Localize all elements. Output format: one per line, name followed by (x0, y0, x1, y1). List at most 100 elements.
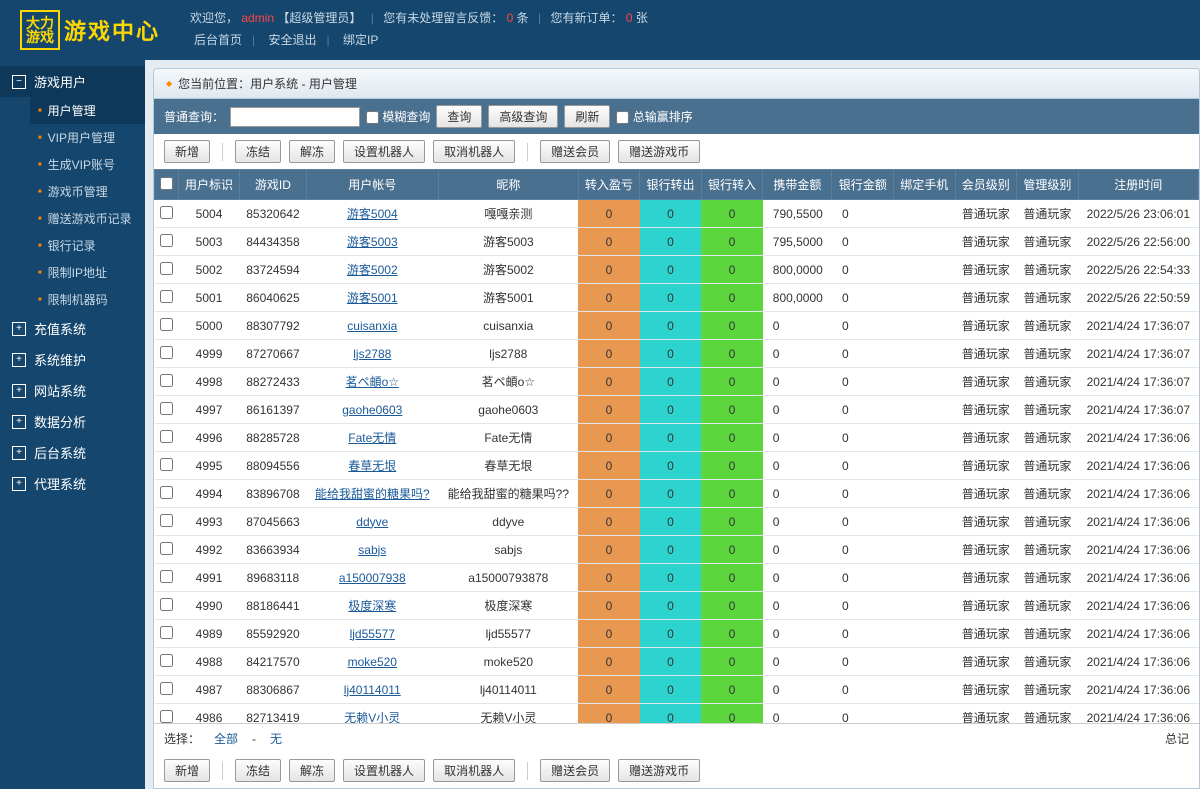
nav-group[interactable]: +后台系统 (0, 437, 145, 468)
cell-in: 0 (701, 228, 763, 256)
fuzzy-checkbox[interactable] (366, 111, 379, 124)
cell-al: 普通玩家 (1017, 228, 1079, 256)
nav-group[interactable]: −游戏用户 (0, 66, 145, 97)
row-checkbox[interactable] (160, 318, 173, 331)
nav-group[interactable]: +数据分析 (0, 406, 145, 437)
account-link[interactable]: 春草无垠 (348, 459, 396, 473)
column-header[interactable]: 银行转出 (640, 170, 702, 200)
column-header[interactable]: 游戏ID (240, 170, 306, 200)
nav-group[interactable]: +网站系统 (0, 375, 145, 406)
row-checkbox[interactable] (160, 570, 173, 583)
account-link[interactable]: ljd55577 (350, 627, 395, 641)
row-checkbox[interactable] (160, 262, 173, 275)
account-link[interactable]: 游客5002 (347, 263, 398, 277)
freeze-button-2[interactable]: 冻结 (235, 759, 281, 782)
unsetbot-button-2[interactable]: 取消机器人 (433, 759, 515, 782)
account-link[interactable]: 无赖V小灵 (344, 711, 400, 723)
row-checkbox[interactable] (160, 654, 173, 667)
select-none[interactable]: 无 (270, 730, 282, 747)
refresh-button[interactable]: 刷新 (564, 105, 610, 128)
giftc-button[interactable]: 赠送游戏币 (618, 140, 700, 163)
account-link[interactable]: gaohe0603 (342, 403, 402, 417)
query-button[interactable]: 查询 (436, 105, 482, 128)
row-checkbox[interactable] (160, 486, 173, 499)
giftm-button[interactable]: 赠送会员 (540, 140, 610, 163)
column-header[interactable]: 银行金额 (832, 170, 894, 200)
row-checkbox[interactable] (160, 514, 173, 527)
column-header[interactable]: 注册时间 (1078, 170, 1198, 200)
unfreeze-button[interactable]: 解冻 (289, 140, 335, 163)
account-link[interactable]: sabjs (358, 543, 386, 557)
link-logout[interactable]: 安全退出 (269, 33, 317, 47)
nav-item[interactable]: 限制IP地址 (30, 259, 145, 286)
nav-group[interactable]: +充值系统 (0, 313, 145, 344)
column-header[interactable]: 昵称 (439, 170, 579, 200)
search-input[interactable] (230, 107, 360, 127)
nav-item[interactable]: 限制机器码 (30, 286, 145, 313)
setbot-button[interactable]: 设置机器人 (343, 140, 425, 163)
setbot-button-2[interactable]: 设置机器人 (343, 759, 425, 782)
column-header[interactable]: 用户帐号 (306, 170, 438, 200)
row-checkbox[interactable] (160, 206, 173, 219)
row-checkbox[interactable] (160, 402, 173, 415)
select-all-checkbox[interactable] (160, 177, 173, 190)
nav-group[interactable]: +代理系统 (0, 468, 145, 499)
account-link[interactable]: a150007938 (339, 571, 406, 585)
row-checkbox[interactable] (160, 682, 173, 695)
nav-item[interactable]: 赠送游戏币记录 (30, 205, 145, 232)
row-checkbox[interactable] (160, 234, 173, 247)
row-checkbox[interactable] (160, 430, 173, 443)
column-header[interactable]: 用户标识 (178, 170, 240, 200)
row-checkbox[interactable] (160, 626, 173, 639)
adv-query-button[interactable]: 高级查询 (488, 105, 558, 128)
account-link[interactable]: 茗ペ頔o☆ (346, 375, 399, 389)
cell-phone (893, 284, 955, 312)
row-checkbox[interactable] (160, 374, 173, 387)
account-link[interactable]: Fate无情 (348, 431, 396, 445)
table-scroll[interactable]: 用户标识游戏ID用户帐号昵称转入盈亏银行转出银行转入携带金额银行金额绑定手机会员… (154, 169, 1199, 723)
column-header[interactable]: 携带金额 (763, 170, 832, 200)
nav-group[interactable]: +系统维护 (0, 344, 145, 375)
giftm-button-2[interactable]: 赠送会员 (540, 759, 610, 782)
row-checkbox[interactable] (160, 710, 173, 723)
account-link[interactable]: 极度深寒 (348, 599, 396, 613)
account-link[interactable]: 游客5004 (347, 207, 398, 221)
link-home[interactable]: 后台首页 (194, 33, 242, 47)
column-header[interactable]: 转入盈亏 (578, 170, 640, 200)
nav-item[interactable]: 生成VIP账号 (30, 151, 145, 178)
row-checkbox[interactable] (160, 542, 173, 555)
account-link[interactable]: ljs2788 (353, 347, 391, 361)
account-link[interactable]: ddyve (356, 515, 388, 529)
row-checkbox[interactable] (160, 346, 173, 359)
column-header[interactable]: 银行转入 (701, 170, 763, 200)
row-checkbox[interactable] (160, 458, 173, 471)
add-button[interactable]: 新增 (164, 140, 210, 163)
row-checkbox[interactable] (160, 598, 173, 611)
nav-item[interactable]: VIP用户管理 (30, 124, 145, 151)
nav-item[interactable]: 用户管理 (30, 97, 145, 124)
add-button-2[interactable]: 新增 (164, 759, 210, 782)
nav-item[interactable]: 银行记录 (30, 232, 145, 259)
link-bindip[interactable]: 绑定IP (343, 33, 378, 47)
unsetbot-button[interactable]: 取消机器人 (433, 140, 515, 163)
cell-gid: 85320642 (240, 200, 306, 228)
account-link[interactable]: moke520 (348, 655, 397, 669)
freeze-button[interactable]: 冻结 (235, 140, 281, 163)
account-link[interactable]: 游客5003 (347, 235, 398, 249)
account-link[interactable]: lj40114011 (344, 683, 401, 697)
cell-al: 普通玩家 (1017, 676, 1079, 704)
account-link[interactable]: 能给我甜蜜的糖果吗? (315, 487, 430, 501)
unfreeze-button-2[interactable]: 解冻 (289, 759, 335, 782)
row-checkbox[interactable] (160, 290, 173, 303)
account-link[interactable]: cuisanxia (347, 319, 397, 333)
cell-gid: 82713419 (240, 704, 306, 724)
sort-checkbox[interactable] (616, 111, 629, 124)
column-header[interactable]: 会员级别 (955, 170, 1017, 200)
column-header[interactable]: 绑定手机 (893, 170, 955, 200)
nav-item[interactable]: 游戏币管理 (30, 178, 145, 205)
select-all[interactable]: 全部 (214, 730, 238, 747)
column-header[interactable]: 管理级别 (1017, 170, 1079, 200)
account-link[interactable]: 游客5001 (347, 291, 398, 305)
table-row: 499987270667ljs2788ljs278800000普通玩家普通玩家2… (155, 340, 1199, 368)
giftc-button-2[interactable]: 赠送游戏币 (618, 759, 700, 782)
